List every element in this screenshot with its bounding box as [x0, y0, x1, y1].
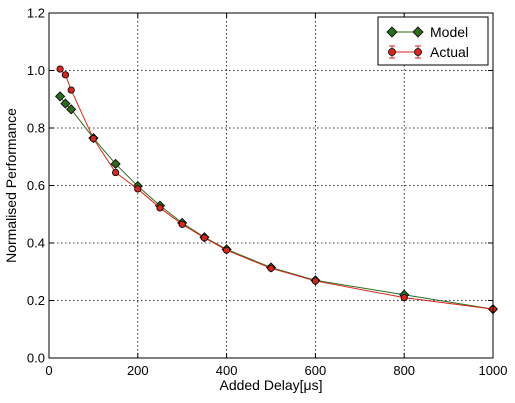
y-axis-label: Normalised Performance: [3, 108, 19, 263]
legend-marker-actual: [414, 48, 422, 56]
legend-entry-model: Model: [386, 24, 468, 40]
y-tick-label: 1.2: [27, 6, 45, 21]
x-tick-label: 800: [393, 363, 415, 378]
series-actual: [56, 65, 497, 313]
data-point-model: [66, 104, 77, 115]
y-tick-label: 0.6: [27, 178, 45, 193]
data-point-actual: [67, 86, 75, 94]
series-line-actual: [59, 68, 494, 310]
y-tick-label: 1.0: [27, 63, 45, 78]
legend-box: [377, 16, 489, 66]
legend-entry-actual: Actual: [388, 44, 469, 60]
series-model: [55, 91, 499, 315]
x-tick-label: 400: [216, 363, 238, 378]
legend-label-model: Model: [430, 24, 468, 40]
legend: Model Actual: [377, 16, 489, 66]
data-point-model: [55, 91, 66, 102]
series-layer: [55, 65, 499, 315]
legend-marker-actual: [388, 48, 396, 56]
data-point-actual: [200, 234, 208, 242]
y-tick-label: 0.0: [27, 351, 45, 366]
data-point-actual: [134, 185, 142, 193]
data-point-actual: [112, 168, 120, 177]
x-axis-label: Added Delay[μs]: [219, 377, 322, 393]
data-point-model: [60, 98, 71, 109]
series-line-model: [59, 96, 494, 310]
data-point-actual: [223, 246, 231, 254]
data-point-actual: [267, 264, 275, 272]
data-point-actual: [156, 204, 164, 212]
y-tick-label: 0.2: [27, 293, 45, 308]
data-point-actual: [178, 220, 186, 228]
legend-marker-model: [412, 26, 424, 38]
data-point-actual: [400, 294, 408, 302]
data-point-actual: [56, 65, 64, 73]
y-tick-label: 0.8: [27, 121, 45, 136]
legend-marker-model: [386, 26, 398, 38]
x-tick-label: 200: [127, 363, 149, 378]
x-tick-label: 1000: [479, 363, 508, 378]
axis-ticks: 0 200 400 600 800 1000 0.0 0.2 0.4 0.6 0.8 1.0 1.2: [27, 6, 508, 379]
data-point-actual: [311, 277, 319, 285]
legend-label-actual: Actual: [430, 44, 469, 60]
x-tick-label: 600: [305, 363, 327, 378]
data-point-actual: [89, 135, 98, 143]
x-tick-label: 0: [45, 363, 52, 378]
y-tick-label: 0.4: [27, 236, 45, 251]
data-point-model: [110, 158, 121, 170]
data-point-actual: [61, 71, 70, 79]
